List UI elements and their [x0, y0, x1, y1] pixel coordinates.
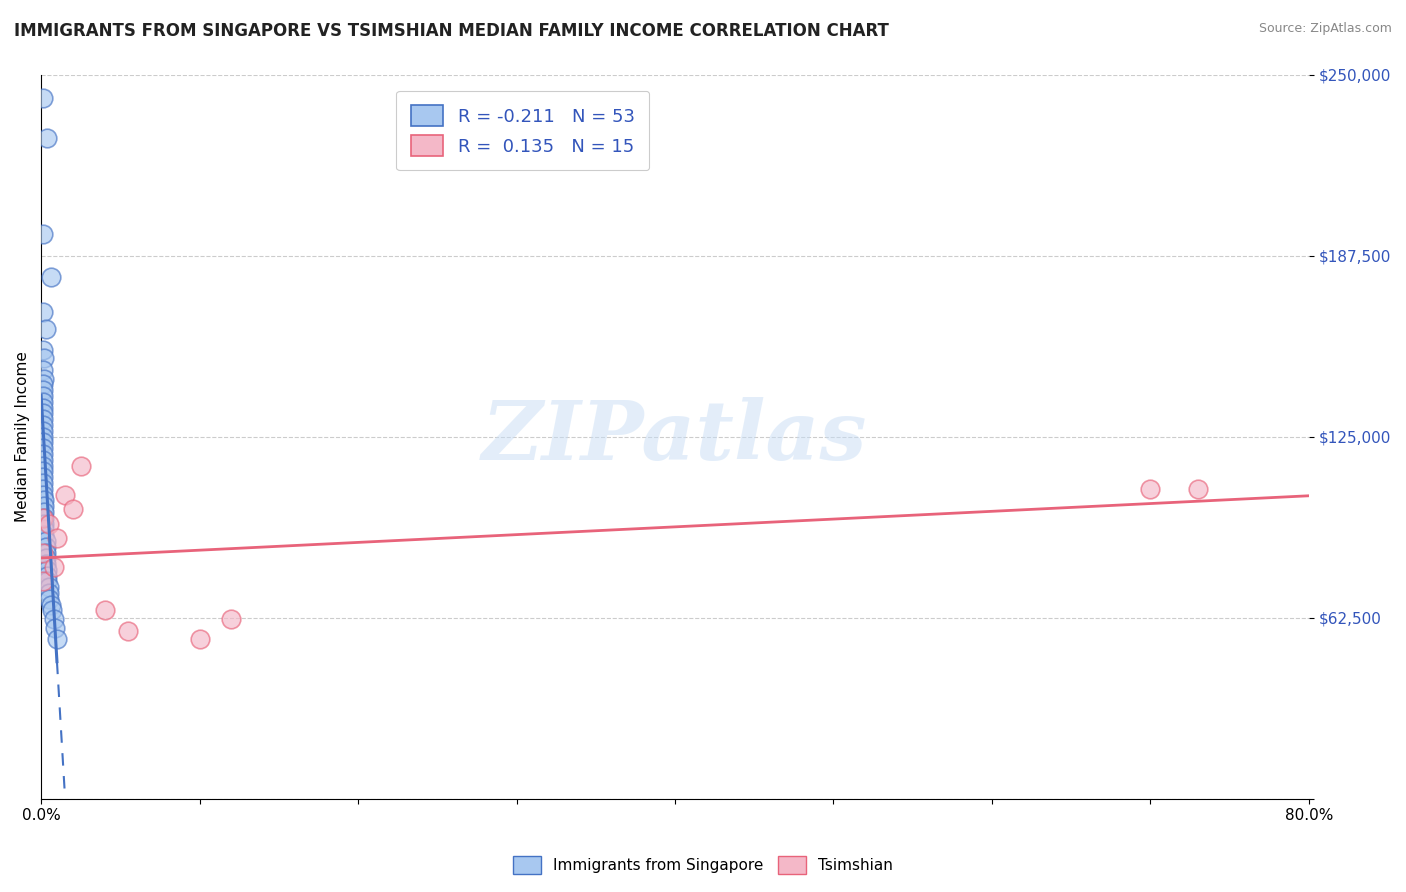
Point — [188, 632, 211, 647]
Point — [31, 482, 53, 496]
Point — [31, 363, 53, 377]
Point — [1139, 482, 1161, 496]
Point — [53, 487, 76, 501]
Point — [31, 412, 53, 426]
Point — [31, 464, 53, 478]
Point — [31, 441, 53, 455]
Point — [38, 586, 60, 600]
Point — [32, 493, 55, 508]
Point — [31, 377, 53, 392]
Point — [38, 516, 60, 531]
Point — [31, 407, 53, 421]
Point — [32, 351, 55, 366]
Point — [31, 475, 53, 490]
Legend: Immigrants from Singapore, Tsimshian: Immigrants from Singapore, Tsimshian — [508, 850, 898, 880]
Point — [32, 522, 55, 536]
Point — [32, 505, 55, 519]
Point — [31, 305, 53, 319]
Point — [31, 545, 53, 559]
Point — [62, 502, 84, 516]
Point — [117, 624, 139, 638]
Point — [35, 540, 58, 554]
Point — [35, 533, 58, 548]
Text: Source: ZipAtlas.com: Source: ZipAtlas.com — [1258, 22, 1392, 36]
Point — [31, 430, 53, 444]
Point — [31, 510, 53, 524]
Point — [35, 557, 58, 571]
Point — [32, 372, 55, 386]
Point — [39, 598, 62, 612]
Point — [31, 384, 53, 398]
Text: ZIPatlas: ZIPatlas — [482, 397, 868, 476]
Point — [39, 270, 62, 285]
Point — [32, 499, 55, 513]
Point — [35, 322, 58, 336]
Text: IMMIGRANTS FROM SINGAPORE VS TSIMSHIAN MEDIAN FAMILY INCOME CORRELATION CHART: IMMIGRANTS FROM SINGAPORE VS TSIMSHIAN M… — [14, 22, 889, 40]
Point — [42, 560, 65, 574]
Point — [46, 632, 69, 647]
Point — [31, 395, 53, 409]
Point — [46, 531, 69, 545]
Point — [31, 424, 53, 438]
Point — [42, 612, 65, 626]
Point — [31, 487, 53, 501]
Point — [31, 452, 53, 467]
Y-axis label: Median Family Income: Median Family Income — [15, 351, 30, 522]
Point — [93, 603, 115, 617]
Point — [44, 621, 66, 635]
Point — [41, 603, 63, 617]
Point — [38, 580, 60, 594]
Point — [69, 458, 91, 473]
Point — [31, 91, 53, 105]
Point — [31, 435, 53, 450]
Point — [35, 545, 58, 559]
Point — [31, 343, 53, 357]
Point — [1187, 482, 1209, 496]
Point — [31, 401, 53, 415]
Point — [38, 591, 60, 606]
Point — [37, 563, 59, 577]
Point — [37, 131, 59, 145]
Point — [31, 470, 53, 484]
Point — [37, 574, 59, 589]
Point — [31, 389, 53, 403]
Point — [219, 612, 242, 626]
Point — [31, 227, 53, 241]
Point — [31, 458, 53, 473]
Point — [31, 574, 53, 589]
Point — [32, 516, 55, 531]
Point — [37, 568, 59, 582]
Point — [35, 551, 58, 566]
Point — [32, 528, 55, 542]
Point — [31, 447, 53, 461]
Point — [31, 418, 53, 433]
Legend: R = -0.211   N = 53, R =  0.135   N = 15: R = -0.211 N = 53, R = 0.135 N = 15 — [396, 91, 650, 170]
Point — [32, 510, 55, 524]
